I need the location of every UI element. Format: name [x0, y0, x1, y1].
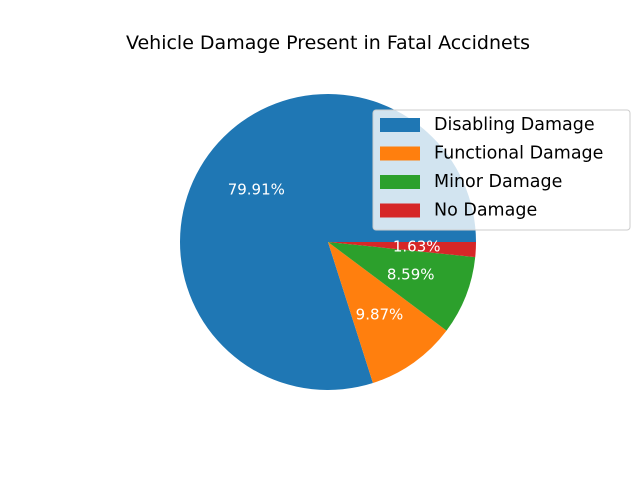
- pie-slice-no-damage: [328, 242, 476, 258]
- legend-swatch-no-damage: [380, 203, 420, 218]
- legend-swatch-minor-damage: [380, 175, 420, 189]
- pie-slice-functional-damage: [328, 242, 447, 384]
- legend-swatch-functional-damage: [380, 146, 420, 161]
- pie-slice-labels: 79.91% 9.87% 8.59% 1.63%: [228, 181, 441, 324]
- slice-label-disabling-damage: 79.91%: [228, 181, 285, 199]
- chart-legend: Disabling Damage Functional Damage Minor D…: [372, 109, 631, 231]
- chart-title: Vehicle Damage Present in Fatal Accidnet…: [126, 32, 530, 54]
- legend-label-disabling-damage: Disabling Damage: [434, 115, 595, 135]
- slice-label-functional-damage: 9.87%: [356, 305, 404, 323]
- legend-label-functional-damage: Functional Damage: [434, 144, 603, 164]
- slice-label-minor-damage: 8.59%: [387, 265, 435, 283]
- pie-slice-minor-damage: [328, 242, 476, 331]
- legend-label-minor-damage: Minor Damage: [434, 172, 562, 192]
- slice-label-no-damage: 1.63%: [393, 238, 441, 256]
- legend-swatch-disabling-damage: [380, 118, 420, 132]
- legend-frame: [372, 109, 631, 231]
- legend-label-no-damage: No Damage: [434, 201, 537, 221]
